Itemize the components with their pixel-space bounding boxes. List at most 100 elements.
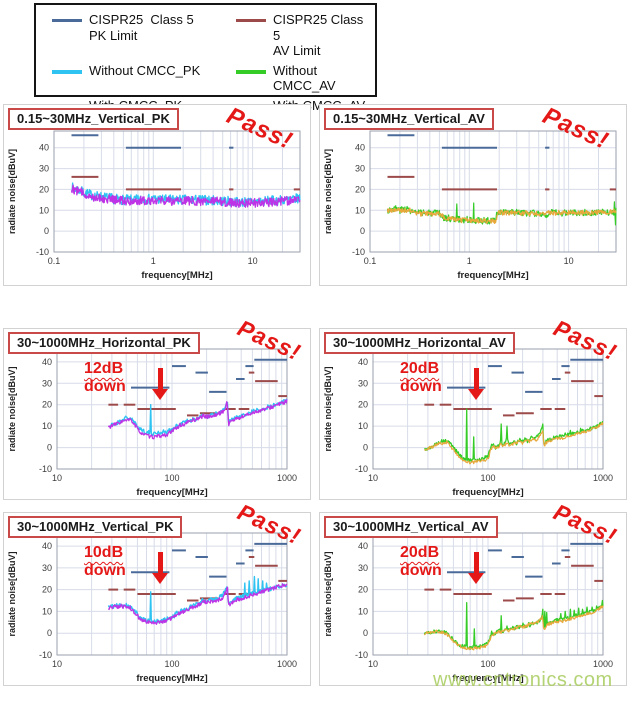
without-cmcc-pk-line-swatch <box>52 69 82 74</box>
svg-text:radiate noise[dBuV]: radiate noise[dBuV] <box>323 366 333 451</box>
chart-title: 0.15~30MHz_Vertical_AV <box>324 108 494 130</box>
watermark: www.cntronics.com <box>433 669 613 691</box>
svg-text:40: 40 <box>42 541 52 551</box>
svg-text:0: 0 <box>44 226 49 236</box>
chart-panel-30-1000mhz-vertical-pk: 40 30 20 10 0 -10 10 100 1000 frequency[MHz] radia… <box>3 499 311 686</box>
chart-panel-0-15-30mhz-vertical-pk: 40 30 20 10 0 -10 0.1 1 10 frequency[MHz] radiate … <box>3 102 311 286</box>
svg-text:0.1: 0.1 <box>48 256 61 266</box>
svg-text:10: 10 <box>248 256 258 266</box>
svg-text:0: 0 <box>47 443 52 453</box>
svg-text:radiate noise[dBuV]: radiate noise[dBuV] <box>7 149 17 234</box>
av-limit-line-swatch <box>236 19 266 22</box>
svg-text:40: 40 <box>358 541 368 551</box>
svg-text:radiate noise[dBuV]: radiate noise[dBuV] <box>323 551 333 636</box>
chart-30-1000mhz-vertical-av: 40 30 20 10 0 -10 10 100 1000 frequency[MHz] radia… <box>320 513 626 685</box>
svg-text:radiate noise[dBuV]: radiate noise[dBuV] <box>7 366 17 451</box>
down-arrow-icon <box>152 552 169 584</box>
legend-item-without-cmcc-av: Without CMCC_AV <box>236 63 373 94</box>
annotation-noise-reduction: 20dB down <box>400 360 442 397</box>
legend-item-av-limit: CISPR25 Class 5 AV Limit <box>236 12 373 59</box>
annotation-db-value: 10dB <box>84 544 124 561</box>
svg-text:30: 30 <box>355 164 365 174</box>
chart-panel-0-15-30mhz-vertical-av: 40 30 20 10 0 -10 0.1 1 10 frequency[MHz] radiate … <box>319 102 627 286</box>
svg-text:30: 30 <box>358 378 368 388</box>
svg-text:frequency[MHz]: frequency[MHz] <box>141 270 212 281</box>
svg-text:10: 10 <box>358 606 368 616</box>
svg-text:10: 10 <box>42 606 52 616</box>
svg-text:10: 10 <box>355 205 365 215</box>
down-arrow-icon <box>152 368 169 400</box>
chart-panel-30-1000mhz-horizontal-pk: 40 30 20 10 0 -10 10 100 1000 frequency[MHz] radia… <box>3 315 311 500</box>
chart-30-1000mhz-horizontal-av: 40 30 20 10 0 -10 10 100 1000 frequency[MHz] radia… <box>320 329 626 499</box>
svg-text:40: 40 <box>355 143 365 153</box>
svg-text:1: 1 <box>151 256 156 266</box>
svg-text:0: 0 <box>363 628 368 638</box>
svg-text:-10: -10 <box>355 650 368 660</box>
svg-text:0: 0 <box>363 443 368 453</box>
legend-item-without-cmcc-pk: Without CMCC_PK <box>52 63 228 94</box>
svg-text:-10: -10 <box>352 247 365 257</box>
annotation-down-word: down <box>84 562 126 580</box>
legend-item-pk-limit: CISPR25 Class 5 PK Limit <box>52 12 228 59</box>
svg-text:20: 20 <box>42 400 52 410</box>
legend-label: CISPR25 Class 5 AV Limit <box>273 12 364 59</box>
chart-30-1000mhz-horizontal-pk: 40 30 20 10 0 -10 10 100 1000 frequency[MHz] radia… <box>4 329 310 499</box>
svg-text:10: 10 <box>42 421 52 431</box>
svg-text:30: 30 <box>42 378 52 388</box>
svg-text:frequency[MHz]: frequency[MHz] <box>136 673 207 684</box>
svg-text:radiate noise[dBuV]: radiate noise[dBuV] <box>323 149 333 234</box>
legend-label: Without CMCC_PK <box>89 62 201 78</box>
svg-text:10: 10 <box>368 659 378 669</box>
annotation-down-word: down <box>84 378 126 396</box>
chart-title: 30~1000MHz_Horizontal_PK <box>8 332 200 354</box>
annotation-db-value: 20dB <box>400 544 440 561</box>
svg-text:20: 20 <box>358 585 368 595</box>
svg-text:1000: 1000 <box>593 659 613 669</box>
svg-text:10: 10 <box>564 256 574 266</box>
chart-title: 30~1000MHz_Vertical_AV <box>324 516 498 538</box>
svg-text:100: 100 <box>480 659 495 669</box>
svg-text:30: 30 <box>358 563 368 573</box>
svg-text:10: 10 <box>52 659 62 669</box>
svg-text:20: 20 <box>42 585 52 595</box>
chart-title: 30~1000MHz_Vertical_PK <box>8 516 183 538</box>
svg-text:20: 20 <box>39 184 49 194</box>
svg-text:-10: -10 <box>39 464 52 474</box>
chart-title: 0.15~30MHz_Vertical_PK <box>8 108 179 130</box>
chart-title: 30~1000MHz_Horizontal_AV <box>324 332 515 354</box>
svg-text:1: 1 <box>467 256 472 266</box>
svg-text:20: 20 <box>358 400 368 410</box>
annotation-db-value: 12dB <box>84 360 124 377</box>
chart-30-1000mhz-vertical-pk: 40 30 20 10 0 -10 10 100 1000 frequency[MHz] radia… <box>4 513 310 685</box>
down-arrow-icon <box>468 552 485 584</box>
svg-text:10: 10 <box>52 473 62 483</box>
svg-text:frequency[MHz]: frequency[MHz] <box>452 487 523 498</box>
down-arrow-icon <box>468 368 485 400</box>
svg-text:10: 10 <box>39 205 49 215</box>
annotation-down-word: down <box>400 378 442 396</box>
legend-label: CISPR25 Class 5 PK Limit <box>89 12 194 43</box>
svg-text:0.1: 0.1 <box>364 256 377 266</box>
svg-text:10: 10 <box>358 421 368 431</box>
annotation-noise-reduction: 20dB down <box>400 544 442 581</box>
svg-text:1000: 1000 <box>277 659 297 669</box>
annotation-db-value: 20dB <box>400 360 440 377</box>
chart-panel-30-1000mhz-vertical-av: 40 30 20 10 0 -10 10 100 1000 frequency[MHz] radia… <box>319 499 627 686</box>
svg-text:10: 10 <box>368 473 378 483</box>
svg-text:-10: -10 <box>355 464 368 474</box>
svg-text:100: 100 <box>164 659 179 669</box>
svg-text:frequency[MHz]: frequency[MHz] <box>452 673 523 684</box>
svg-text:0: 0 <box>360 226 365 236</box>
without-cmcc-av-line-swatch <box>236 69 266 74</box>
legend: CISPR25 Class 5 PK Limit CISPR25 Class 5… <box>34 3 377 113</box>
svg-text:30: 30 <box>39 164 49 174</box>
annotation-noise-reduction: 12dB down <box>84 360 126 397</box>
svg-text:1000: 1000 <box>593 473 613 483</box>
annotation-down-word: down <box>400 562 442 580</box>
chart-panel-30-1000mhz-horizontal-av: 40 30 20 10 0 -10 10 100 1000 frequency[MHz] radia… <box>319 315 627 500</box>
svg-text:100: 100 <box>164 473 179 483</box>
legend-label: Without CMCC_AV <box>273 62 336 94</box>
svg-text:20: 20 <box>355 184 365 194</box>
pk-limit-line-swatch <box>52 19 82 22</box>
